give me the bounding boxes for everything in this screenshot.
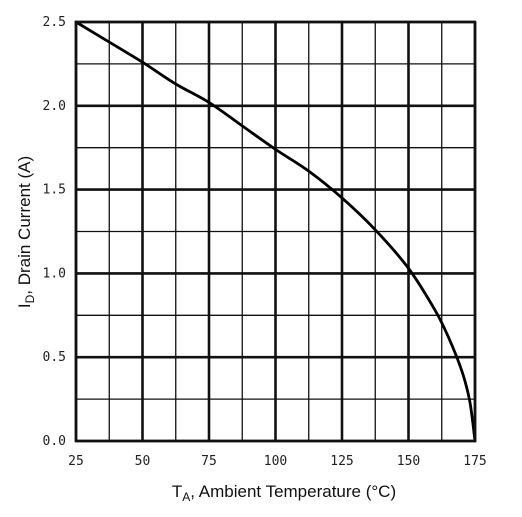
plot-frame: [74, 20, 477, 443]
y-tick-labels: 0.0 0.5 1.0 1.5 2.0 2.5: [43, 15, 66, 449]
y-tick-label: 0.5: [43, 350, 66, 365]
y-tick-label: 0.0: [43, 434, 66, 449]
x-tick-label: 75: [201, 454, 217, 469]
x-tick-labels: 25 50 75 100 125 150 175: [68, 454, 487, 469]
y-tick-label: 1.5: [43, 183, 66, 198]
x-tick-label: 50: [135, 454, 151, 469]
x-axis-title-rest: , Ambient Temperature (°C): [190, 482, 396, 501]
y-axis-title-rest: , Drain Current (A): [15, 156, 34, 295]
x-tick-label: 100: [264, 454, 287, 469]
plot-border: [74, 20, 477, 443]
y-axis-title-main: I: [15, 303, 34, 308]
x-tick-label: 175: [463, 454, 486, 469]
y-tick-label: 2.5: [43, 15, 66, 30]
y-axis-title: ID, Drain Current (A): [15, 156, 37, 308]
x-tick-label: 150: [397, 454, 420, 469]
x-axis-title-main: T: [172, 482, 182, 501]
chart-grid: [74, 20, 477, 443]
chart-curve-layer: [74, 20, 477, 443]
y-axis-title-subscript: D: [23, 294, 37, 303]
x-axis-title: TA, Ambient Temperature (°C): [172, 482, 396, 504]
drain-current-curve: [74, 20, 477, 443]
x-tick-label: 25: [68, 454, 84, 469]
y-tick-label: 2.0: [43, 99, 66, 114]
x-tick-label: 125: [330, 454, 353, 469]
y-tick-label: 1.0: [43, 266, 66, 281]
x-axis-title-subscript: A: [182, 490, 190, 504]
